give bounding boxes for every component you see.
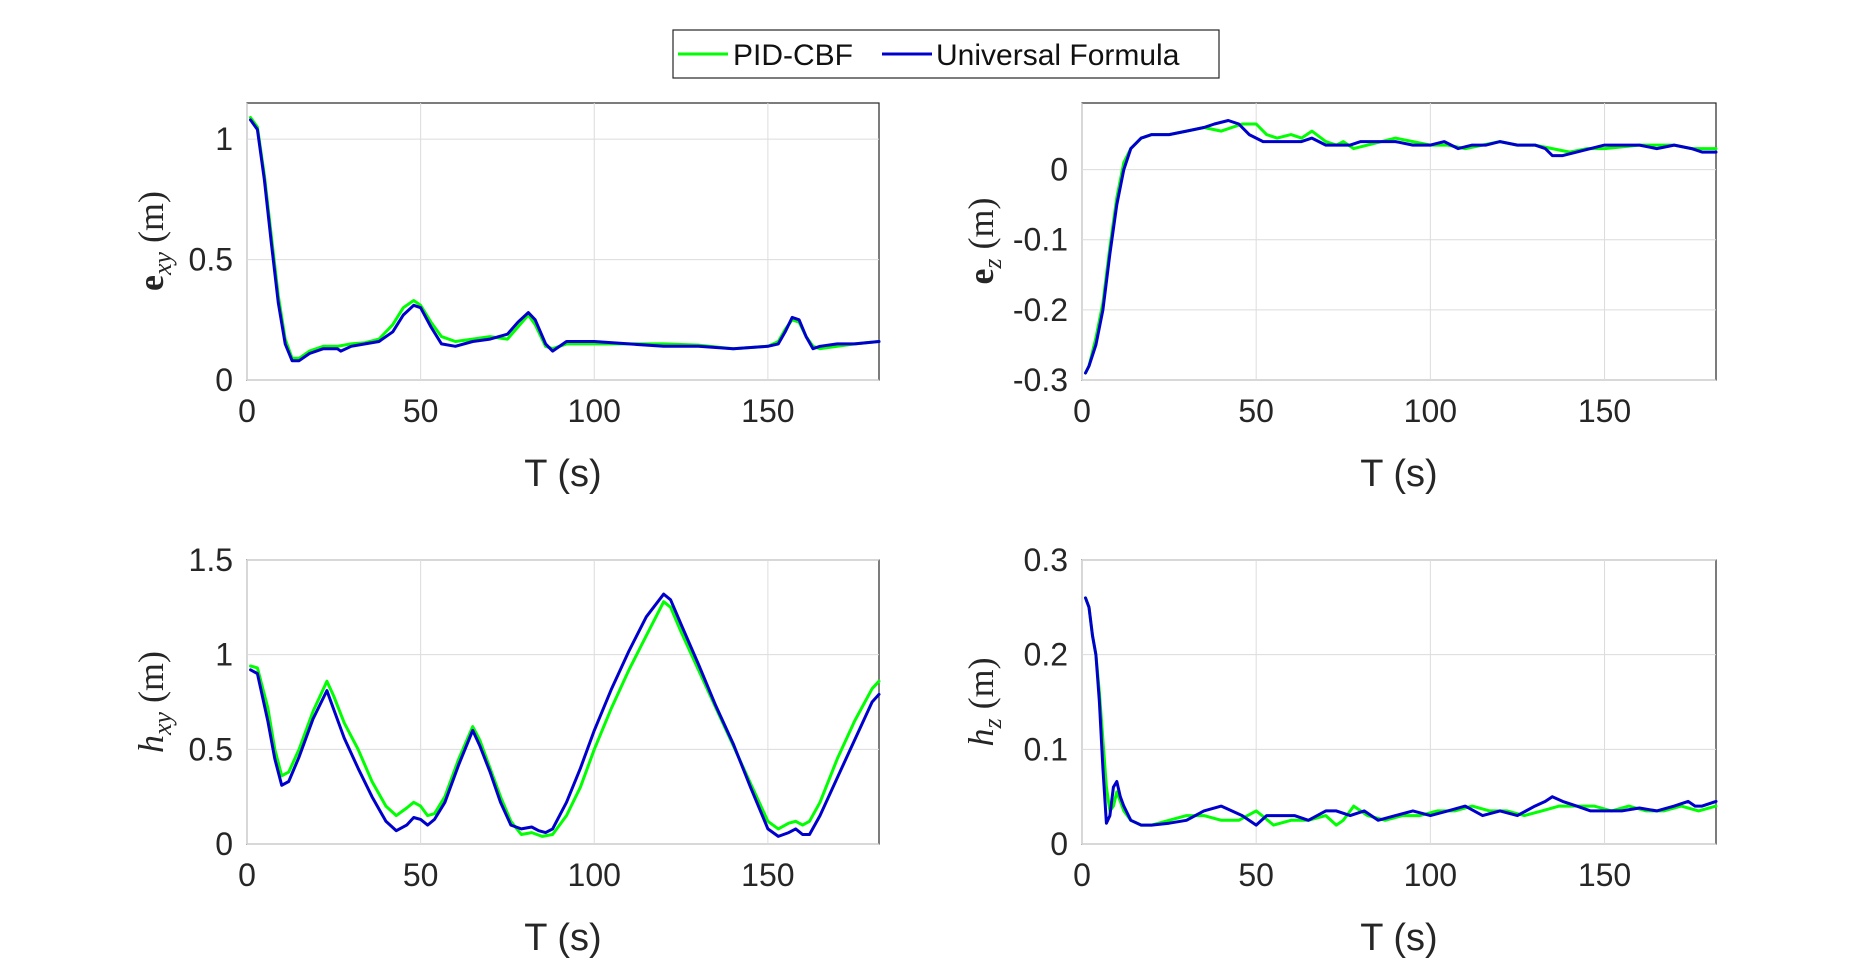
y-tick-label: -0.2 [1013, 292, 1068, 328]
legend-label-pid-cbf: PID-CBF [733, 39, 853, 72]
legend: PID-CBF Universal Formula [672, 29, 1220, 79]
series-line-pid-cbf [249, 600, 881, 838]
legend-label-universal-formula: Universal Formula [936, 39, 1180, 72]
y-tick-label: 0.5 [189, 731, 233, 767]
series-line-universal-formula [1084, 119, 1718, 375]
y-axis-label-sub: xy [148, 252, 177, 277]
y-tick-label: 1 [215, 121, 233, 157]
grid [246, 559, 879, 845]
x-tick-label: 150 [741, 393, 794, 429]
y-tick-labels: 0 0.5 1 1.5 [189, 542, 233, 862]
y-tick-label: 0.2 [1024, 637, 1068, 673]
x-tick-label: 50 [1238, 857, 1274, 893]
x-axis-label: T (s) [1360, 453, 1437, 495]
y-tick-label: -0.1 [1013, 222, 1068, 258]
x-tick-label: 150 [1578, 857, 1631, 893]
y-tick-label: 1 [215, 637, 233, 673]
y-axis-label-unit: (m) [961, 657, 1001, 718]
series-line-universal-formula [1084, 596, 1718, 827]
y-axis-label: ez (m) [961, 197, 1007, 284]
x-tick-label: 50 [403, 857, 439, 893]
y-axis-label-main: h [131, 735, 171, 753]
y-tick-label: -0.3 [1013, 362, 1068, 398]
x-tick-label: 100 [568, 857, 621, 893]
axes-box [246, 102, 880, 381]
y-tick-label: 1.5 [189, 542, 233, 578]
series-lines [1084, 119, 1718, 375]
x-tick-label: 0 [1073, 393, 1091, 429]
subplot-hz: 0 50 100 150 0 0.1 0.2 0.3 T (s) hz (m) [961, 542, 1718, 959]
x-axis-label: T (s) [524, 453, 601, 495]
y-axis-label-unit: (m) [961, 197, 1001, 258]
x-tick-label: 100 [1404, 857, 1457, 893]
y-axis-label-unit: (m) [131, 191, 171, 252]
y-axis-label-sub: xy [148, 711, 177, 736]
x-tick-labels: 0 50 100 150 [1073, 857, 1631, 893]
y-tick-label: 0 [1050, 152, 1068, 188]
legend-box [672, 29, 1220, 79]
y-tick-labels: 0 -0.1 -0.2 -0.3 [1013, 152, 1068, 398]
y-tick-labels: 00.51 [189, 121, 233, 398]
x-axis-label: T (s) [524, 917, 601, 959]
series-line-universal-formula [249, 592, 881, 838]
series-lines [249, 116, 881, 363]
subplot-hxy: 0 50 100 150 0 0.5 1 1.5 T (s) hxy (m) [131, 542, 881, 959]
x-tick-label: 0 [238, 857, 256, 893]
y-axis-label-unit: (m) [131, 651, 171, 712]
x-tick-labels: 0 50 100 150 [1073, 393, 1631, 429]
x-tick-labels: 0 50 100 150 [238, 393, 794, 429]
x-tick-label: 150 [741, 857, 794, 893]
series-lines [249, 592, 881, 838]
y-tick-label: 0.3 [1024, 542, 1068, 578]
y-axis-label: exy (m) [131, 191, 177, 291]
x-axis-label: T (s) [1360, 917, 1437, 959]
y-tick-labels: 0 0.1 0.2 0.3 [1024, 542, 1068, 862]
y-tick-label: 0 [215, 826, 233, 862]
axes-box [1081, 559, 1717, 845]
x-tick-labels: 0 50 100 150 [238, 857, 794, 893]
y-axis-label-sub: z [978, 718, 1007, 729]
x-tick-label: 100 [1404, 393, 1457, 429]
y-axis-label: hxy (m) [131, 651, 177, 753]
y-axis-label: hz (m) [961, 657, 1007, 746]
grid [246, 103, 879, 381]
x-tick-label: 50 [1238, 393, 1274, 429]
x-tick-label: 0 [238, 393, 256, 429]
y-axis-label-main: e [961, 269, 1001, 285]
grid [1081, 559, 1716, 845]
y-tick-label: 0 [1050, 826, 1068, 862]
x-tick-label: 150 [1578, 393, 1631, 429]
y-tick-label: 0.5 [189, 242, 233, 278]
subplot-exy: 0 50 100 150 00.51 T (s) exy (m) [131, 102, 881, 495]
x-tick-label: 50 [403, 393, 439, 429]
axes-box [246, 559, 880, 845]
y-tick-label: 0 [215, 362, 233, 398]
y-axis-label-main: h [961, 729, 1001, 747]
y-axis-label-main: e [131, 275, 171, 291]
series-line-universal-formula [249, 118, 881, 363]
x-tick-label: 0 [1073, 857, 1091, 893]
y-tick-label: 0.1 [1024, 731, 1068, 767]
series-lines [1084, 596, 1718, 827]
subplot-ez: 0 50 100 150 0 -0.1 -0.2 -0.3 T (s) ez (m) [961, 102, 1718, 495]
x-tick-label: 100 [568, 393, 621, 429]
y-axis-label-sub: z [978, 258, 1007, 269]
